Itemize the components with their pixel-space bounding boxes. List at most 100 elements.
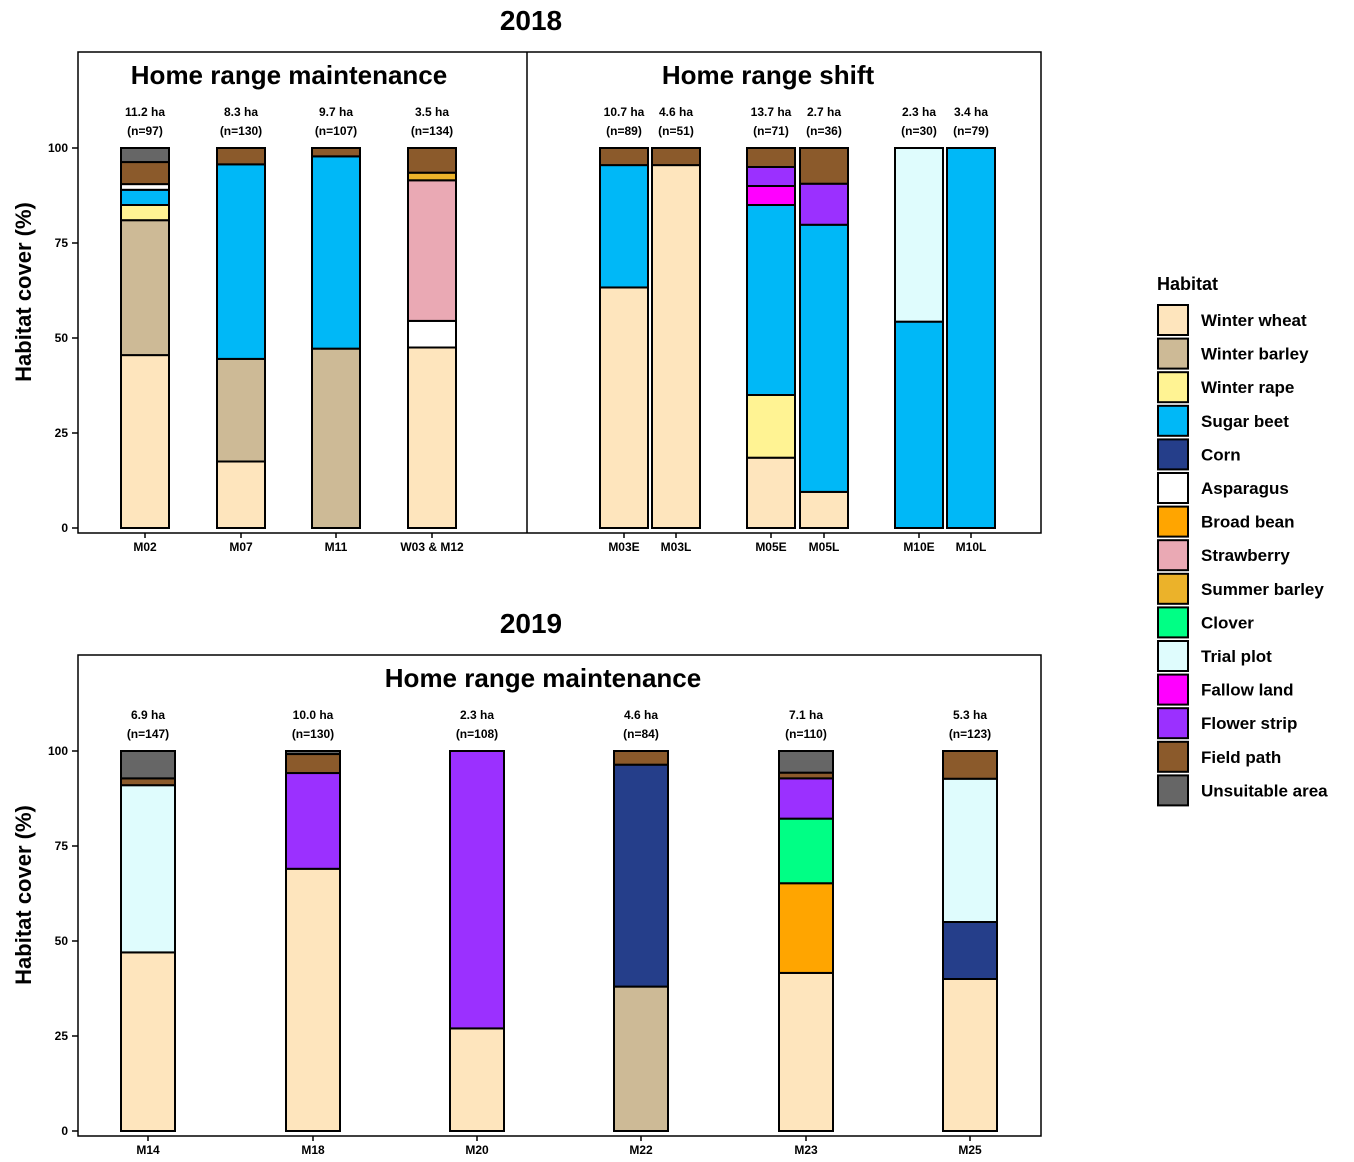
legend-item-winter-wheat: Winter wheat	[1157, 304, 1307, 336]
bar-area-label: 5.3 ha	[953, 708, 987, 722]
legend-swatch	[1157, 640, 1189, 672]
legend-swatch	[1157, 505, 1189, 538]
bar-n-label: (n=130)	[292, 727, 334, 741]
y-tick-label: 25	[55, 426, 69, 440]
legend-item-strawberry: Strawberry	[1157, 539, 1290, 572]
legend-item-broad-bean: Broad bean	[1157, 505, 1295, 538]
legend-item-summer-barley: Summer barley	[1157, 572, 1324, 605]
bar-area-label: 2.3 ha	[460, 708, 494, 722]
segment-winter-barley	[613, 985, 669, 1132]
segment-winter-wheat	[120, 951, 176, 1133]
legend-label: Flower strip	[1201, 714, 1297, 733]
x-tick-label: M10E	[903, 540, 934, 554]
legend-swatch	[1157, 337, 1189, 370]
segment-unsuitable-area	[285, 750, 341, 756]
bar-n-label: (n=97)	[127, 124, 163, 138]
bar-n-label: (n=108)	[456, 727, 498, 741]
plot-frame-2018	[77, 51, 1042, 534]
segment-winter-rape	[120, 204, 170, 222]
bar-area-label: 10.0 ha	[293, 708, 334, 722]
legend-swatch	[1157, 572, 1189, 605]
y-tick-label: 0	[61, 1124, 68, 1138]
bar-area-label: 6.9 ha	[131, 708, 165, 722]
segment-winter-wheat	[778, 971, 834, 1132]
bar-m02: M02 11.2 ha (n=97)	[120, 105, 170, 554]
bar-n-label: (n=147)	[127, 727, 169, 741]
segment-field-path	[120, 777, 176, 787]
segment-flower-strip	[799, 182, 849, 226]
segment-winter-rape	[746, 394, 796, 459]
legend-label: Trial plot	[1201, 647, 1272, 666]
x-tick-label: M20	[465, 1143, 489, 1157]
bar-m07: M07 8.3 ha (n=130)	[216, 105, 266, 554]
y-axis-label-2018: Habitat cover (%)	[11, 202, 36, 382]
legend-item-corn: Corn	[1157, 438, 1241, 471]
segment-winter-barley	[120, 219, 170, 357]
legend-label: Winter barley	[1201, 345, 1309, 364]
legend-swatch	[1157, 740, 1189, 773]
segment-field-path	[120, 161, 170, 186]
segment-summer-barley	[407, 171, 457, 182]
segment-field-path	[285, 753, 341, 775]
bar-m14: M14 6.9 ha (n=147)	[120, 708, 176, 1157]
segment-winter-wheat	[285, 867, 341, 1132]
segment-winter-wheat	[651, 164, 701, 529]
bar-n-label: (n=51)	[658, 124, 694, 138]
segment-trial-plot	[120, 784, 176, 954]
segment-sugar-beet	[799, 223, 849, 493]
segment-clover	[778, 817, 834, 885]
x-tick-label: M02	[133, 540, 157, 554]
segment-sugar-beet	[746, 204, 796, 396]
legend-label: Unsuitable area	[1201, 781, 1328, 800]
bar-n-label: (n=36)	[806, 124, 842, 138]
bar-area-label: 4.6 ha	[624, 708, 658, 722]
legend: Winter wheat Winter barley Winter rape Suga…	[1157, 304, 1328, 807]
segment-flower-strip	[746, 166, 796, 187]
x-tick-label: M05E	[755, 540, 786, 554]
x-tick-label: M10L	[956, 540, 987, 554]
plot-frame-2019	[77, 654, 1042, 1137]
bar-w03-m12: W03 & M12 3.5 ha (n=134)	[400, 105, 464, 554]
legend-label: Sugar beet	[1201, 412, 1289, 431]
segment-field-path	[599, 147, 649, 167]
segment-winter-wheat	[449, 1027, 505, 1133]
legend-item-field-path: Field path	[1157, 740, 1281, 773]
bar-m03e: M03E 10.7 ha (n=89)	[599, 105, 649, 554]
segment-field-path	[216, 147, 266, 166]
segment-field-path	[746, 147, 796, 168]
legend-label: Asparagus	[1201, 479, 1289, 498]
x-tick-label: M05L	[809, 540, 840, 554]
x-tick-label: M11	[325, 540, 348, 554]
legend-item-trial-plot: Trial plot	[1157, 640, 1272, 672]
x-tick-label: M07	[229, 540, 253, 554]
legend-item-winter-barley: Winter barley	[1157, 337, 1309, 370]
bar-area-label: 7.1 ha	[789, 708, 823, 722]
bars-2018: M02 11.2 ha (n=97) M07 8.3 ha (n=130) M11 9.7 h…	[120, 105, 996, 554]
bar-m05e: M05E 13.7 ha (n=71)	[746, 105, 796, 554]
x-tick-label: M14	[136, 1143, 160, 1157]
bar-m03l: M03L 4.6 ha (n=51)	[651, 105, 701, 554]
y-axis-label-2019: Habitat cover (%)	[11, 805, 36, 985]
x-tick-label: W03 & M12	[400, 540, 464, 554]
legend-item-sugar-beet: Sugar beet	[1157, 404, 1289, 437]
legend-swatch	[1157, 539, 1189, 572]
segment-winter-wheat	[407, 346, 457, 529]
legend-swatch	[1157, 606, 1189, 639]
segment-field-path	[799, 147, 849, 185]
segment-flower-strip	[285, 772, 341, 870]
bar-area-label: 9.7 ha	[319, 105, 353, 119]
panel-title-maintenance-2019: Home range maintenance	[385, 663, 701, 693]
legend-item-asparagus: Asparagus	[1157, 472, 1289, 504]
panel-title-maintenance-2018: Home range maintenance	[131, 60, 447, 90]
bar-area-label: 13.7 ha	[751, 105, 792, 119]
legend-swatch	[1157, 404, 1189, 437]
legend-swatch	[1157, 472, 1189, 504]
legend-title: Habitat	[1157, 274, 1218, 294]
bar-area-label: 2.3 ha	[902, 105, 936, 119]
x-tick-label: M23	[794, 1143, 818, 1157]
segment-corn	[942, 921, 998, 980]
bar-n-label: (n=89)	[606, 124, 642, 138]
legend-item-flower-strip: Flower strip	[1157, 707, 1297, 740]
legend-label: Clover	[1201, 613, 1254, 632]
segment-sugar-beet	[216, 163, 266, 360]
